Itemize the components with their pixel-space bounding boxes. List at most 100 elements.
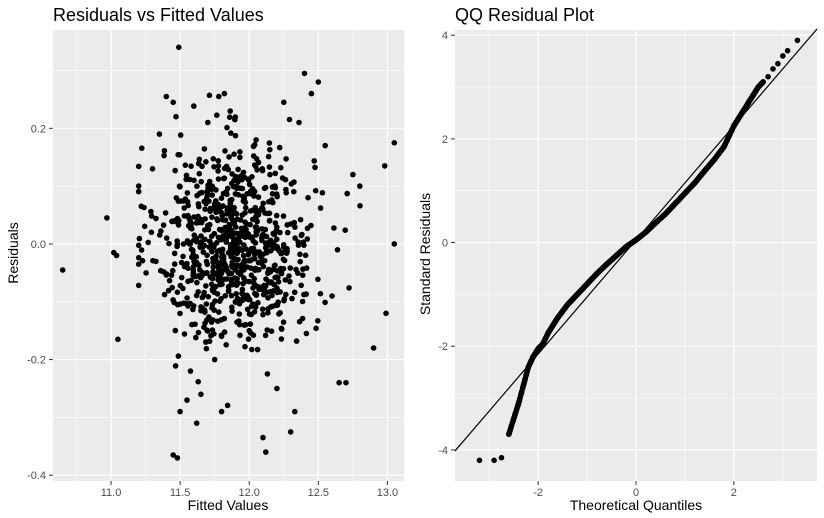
data-point bbox=[223, 238, 229, 244]
data-point bbox=[303, 330, 310, 337]
data-point bbox=[240, 233, 247, 240]
data-point bbox=[160, 222, 167, 228]
data-point bbox=[211, 203, 218, 210]
data-point bbox=[202, 227, 208, 233]
data-point bbox=[293, 338, 300, 344]
x-tick-label: 0 bbox=[633, 487, 639, 499]
x-tick-label: 13.0 bbox=[377, 487, 398, 499]
data-point bbox=[287, 265, 294, 271]
data-point bbox=[300, 272, 306, 279]
data-point bbox=[262, 210, 268, 216]
data-point bbox=[135, 183, 142, 189]
data-point bbox=[247, 208, 254, 214]
data-point bbox=[197, 274, 204, 281]
data-point bbox=[193, 292, 200, 299]
data-point bbox=[292, 235, 298, 241]
y-tick-label: -0.4 bbox=[27, 470, 46, 482]
data-point bbox=[280, 319, 287, 326]
data-point bbox=[232, 265, 238, 272]
data-point bbox=[223, 342, 229, 348]
data-point bbox=[301, 291, 307, 298]
data-point bbox=[218, 333, 225, 340]
data-point bbox=[269, 303, 276, 310]
y-tick-label: 0 bbox=[442, 238, 448, 250]
data-point bbox=[199, 189, 205, 196]
data-point bbox=[185, 202, 191, 209]
data-point bbox=[281, 99, 287, 106]
data-point bbox=[187, 218, 193, 224]
left-plot-gridlines bbox=[53, 30, 404, 481]
data-point bbox=[209, 305, 215, 311]
data-point bbox=[149, 166, 156, 172]
data-point bbox=[554, 314, 561, 321]
y-tick-label: -4 bbox=[438, 445, 448, 457]
data-point bbox=[295, 270, 301, 276]
data-point bbox=[166, 277, 173, 284]
data-point bbox=[302, 252, 309, 259]
data-point bbox=[217, 274, 223, 280]
data-point bbox=[564, 301, 571, 308]
data-point bbox=[113, 252, 120, 259]
data-point bbox=[266, 210, 273, 217]
data-point bbox=[220, 253, 227, 260]
data-point bbox=[183, 301, 190, 307]
left-plot-points bbox=[59, 44, 398, 461]
data-point bbox=[217, 281, 224, 288]
x-tick-label: -2 bbox=[533, 487, 543, 499]
data-point bbox=[241, 322, 248, 328]
data-point bbox=[246, 327, 252, 334]
data-point bbox=[721, 143, 727, 150]
data-point bbox=[184, 397, 190, 403]
data-point bbox=[213, 253, 219, 259]
data-point bbox=[206, 314, 212, 320]
data-point bbox=[139, 257, 146, 264]
y-tick-label: -0.2 bbox=[27, 355, 46, 367]
data-point bbox=[231, 151, 237, 157]
data-point bbox=[141, 223, 148, 230]
data-point bbox=[226, 114, 233, 120]
data-point bbox=[784, 47, 791, 54]
data-point bbox=[153, 215, 159, 222]
data-point bbox=[145, 239, 151, 246]
data-point bbox=[259, 237, 265, 244]
data-point bbox=[191, 103, 197, 109]
data-point bbox=[287, 278, 293, 285]
data-point bbox=[222, 148, 228, 154]
data-point bbox=[770, 66, 776, 72]
data-point bbox=[193, 334, 199, 341]
data-point bbox=[207, 238, 213, 245]
data-point bbox=[214, 217, 221, 224]
data-point bbox=[229, 304, 235, 311]
right-plot-title: QQ Residual Plot bbox=[455, 5, 594, 25]
data-point bbox=[242, 343, 248, 350]
data-point bbox=[162, 210, 169, 216]
data-point bbox=[278, 325, 285, 332]
data-point bbox=[235, 179, 241, 185]
data-point bbox=[250, 285, 256, 291]
data-point bbox=[228, 130, 234, 136]
data-point bbox=[336, 379, 342, 386]
data-point bbox=[260, 311, 266, 318]
data-point bbox=[249, 346, 255, 353]
data-point bbox=[297, 216, 304, 223]
data-point bbox=[292, 224, 298, 230]
data-point bbox=[315, 276, 321, 283]
data-point bbox=[301, 70, 308, 77]
data-point bbox=[163, 272, 170, 278]
data-point bbox=[334, 247, 341, 253]
data-point bbox=[275, 274, 281, 281]
data-point bbox=[135, 188, 142, 195]
data-point bbox=[317, 205, 324, 211]
data-point bbox=[193, 220, 200, 226]
data-point bbox=[279, 175, 286, 181]
data-point bbox=[196, 156, 203, 163]
data-point bbox=[218, 227, 224, 234]
data-point bbox=[510, 416, 517, 422]
data-point bbox=[263, 233, 270, 240]
data-point bbox=[242, 204, 249, 211]
data-point bbox=[203, 339, 209, 345]
left-plot-ticks: 11.0 11.5 12.0 12.5 13.0 -0.4 -0.2 0.0 0.2 bbox=[27, 123, 398, 499]
data-point bbox=[209, 327, 216, 333]
data-point bbox=[391, 140, 398, 146]
data-point bbox=[237, 154, 243, 161]
